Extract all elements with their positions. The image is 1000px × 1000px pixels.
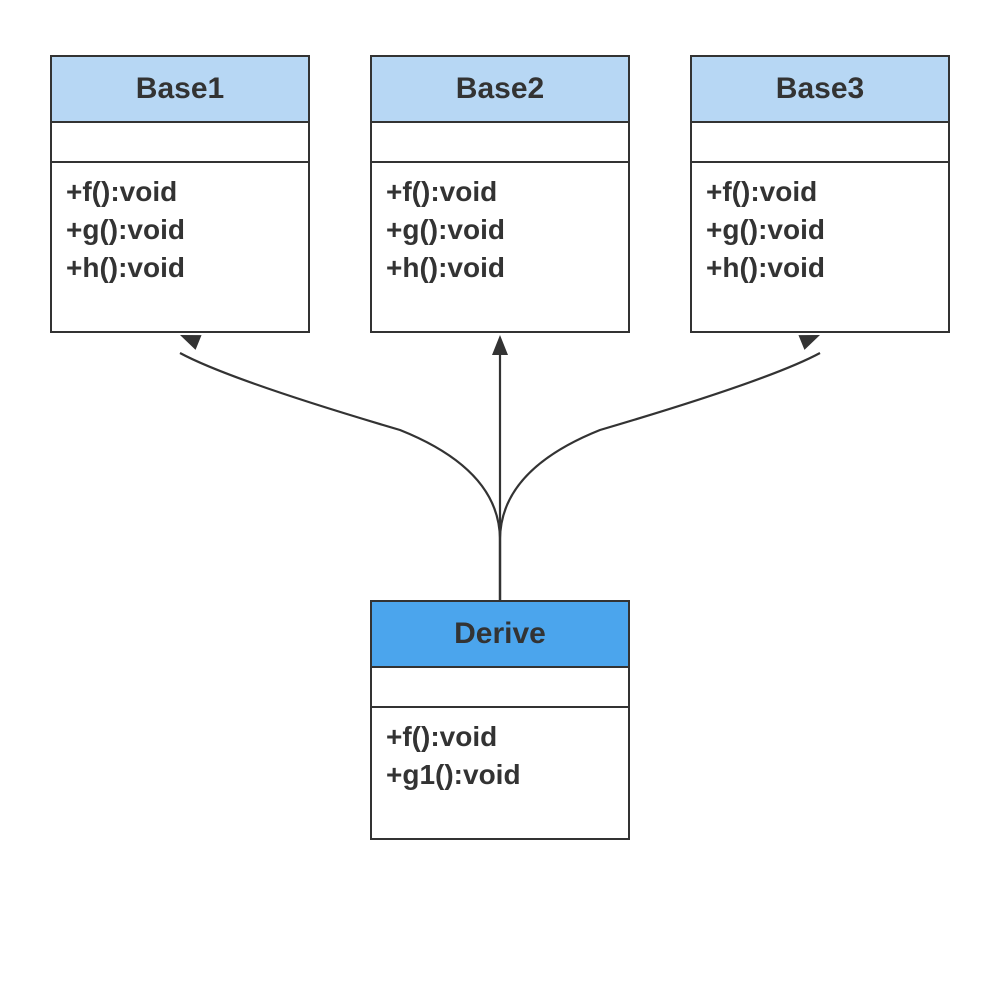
class-op: +f():void <box>386 718 628 756</box>
class-ops-base2: +f():void +g():void +h():void <box>372 163 628 286</box>
inheritance-edge <box>500 353 820 600</box>
class-name-base1: Base1 <box>136 72 224 106</box>
diagram-canvas: { "diagram": { "type": "uml-class-inheri… <box>0 0 1000 1000</box>
class-op: +f():void <box>386 173 628 211</box>
class-title-base1: Base1 <box>52 57 308 123</box>
class-op: +h():void <box>386 249 628 287</box>
class-op: +g():void <box>386 211 628 249</box>
class-ops-derive: +f():void +g1():void <box>372 708 628 794</box>
class-attrs-base2 <box>372 123 628 163</box>
inheritance-edge <box>180 353 500 600</box>
class-ops-base3: +f():void +g():void +h():void <box>692 163 948 286</box>
class-box-base3: Base3 +f():void +g():void +h():void <box>690 55 950 333</box>
class-attrs-base1 <box>52 123 308 163</box>
class-op: +g():void <box>706 211 948 249</box>
class-box-base1: Base1 +f():void +g():void +h():void <box>50 55 310 333</box>
class-title-base3: Base3 <box>692 57 948 123</box>
class-title-base2: Base2 <box>372 57 628 123</box>
class-name-base3: Base3 <box>776 72 864 106</box>
class-op: +h():void <box>706 249 948 287</box>
class-name-derive: Derive <box>454 617 546 651</box>
class-title-derive: Derive <box>372 602 628 668</box>
inheritance-arrowhead-icon <box>492 335 508 355</box>
class-op: +f():void <box>706 173 948 211</box>
class-attrs-base3 <box>692 123 948 163</box>
class-box-base2: Base2 +f():void +g():void +h():void <box>370 55 630 333</box>
class-op: +h():void <box>66 249 308 287</box>
class-ops-base1: +f():void +g():void +h():void <box>52 163 308 286</box>
class-attrs-derive <box>372 668 628 708</box>
class-op: +g():void <box>66 211 308 249</box>
class-box-derive: Derive +f():void +g1():void <box>370 600 630 840</box>
class-name-base2: Base2 <box>456 72 544 106</box>
class-op: +f():void <box>66 173 308 211</box>
class-op: +g1():void <box>386 756 628 794</box>
